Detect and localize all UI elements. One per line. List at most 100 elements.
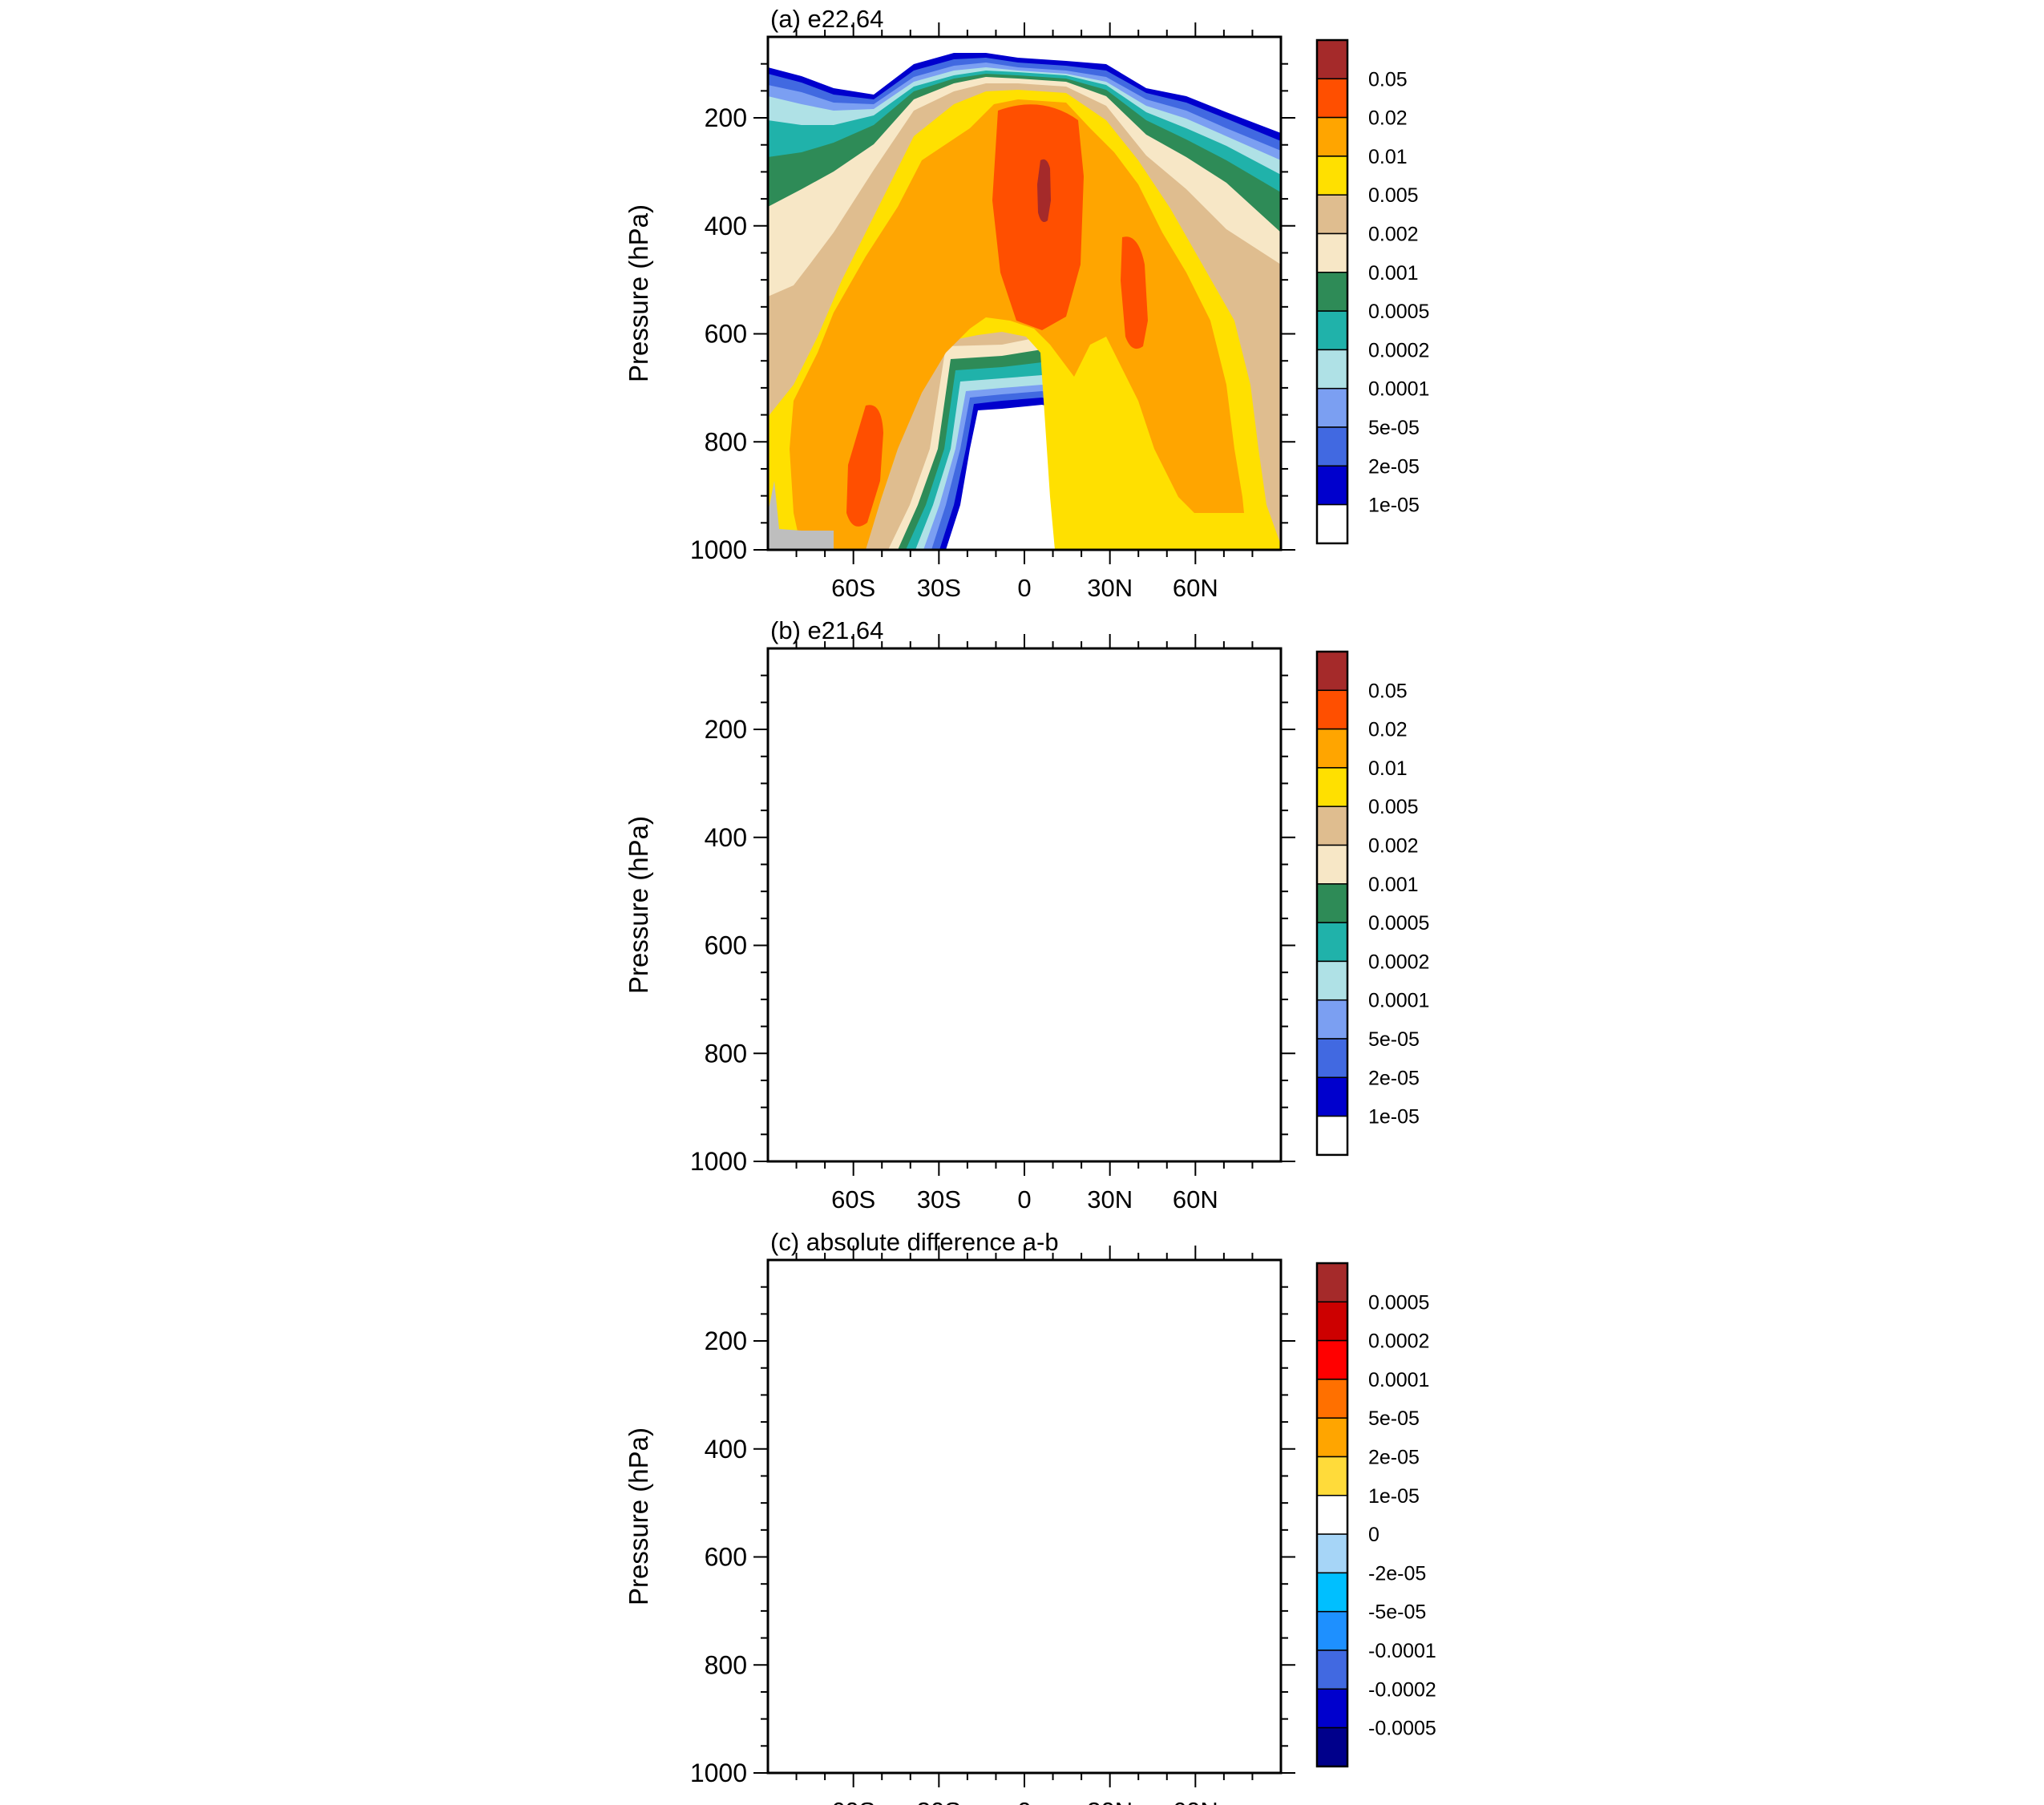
x-tick-label: 60S (831, 574, 875, 602)
contour-level-0.01 (790, 99, 1244, 550)
diff-north-pole-darkred (1210, 1756, 1281, 1773)
contour-level-pos0.0005 (1030, 1613, 1050, 1635)
colorbar-swatch (1316, 960, 1348, 1001)
x-tick-label: 30S (917, 574, 961, 602)
y-tick-label: 400 (705, 1435, 747, 1464)
panel-a-colorbar: 0.05 0.02 0.01 0.005 0.002 0.001 0.0005 0.0002 0… (1315, 38, 1429, 545)
contour-level-0.0005 (768, 685, 1281, 1161)
panel-b-title: (b) e21.64 (770, 616, 883, 644)
colorbar-label: 0.0001 (1368, 378, 1429, 401)
contour-level-neg5e-05 (786, 1281, 1281, 1752)
x-tick-label: 0 (1017, 1185, 1031, 1213)
colorbar-label: 0.02 (1368, 719, 1408, 741)
colorbar-label: 1e-05 (1368, 1485, 1420, 1508)
colorbar-swatch (1316, 844, 1348, 885)
y-tick-label: 600 (705, 931, 747, 960)
colorbar-label: 0.01 (1368, 757, 1408, 780)
panel-b-contours (768, 648, 1281, 1161)
colorbar-label: 0.01 (1368, 146, 1408, 168)
contour-level-neg0.0002 (794, 1295, 1281, 1720)
colorbar-label: 2e-05 (1368, 455, 1420, 478)
colorbar-label: 0.005 (1368, 184, 1419, 207)
panel-c-title: (c) absolute difference a-b (770, 1228, 1059, 1256)
colorbar-label: 0 (1368, 1524, 1379, 1546)
colorbar-label: 0.0005 (1368, 912, 1429, 935)
panel-a-axes: 200 400 600 800 1000 60S 30S 0 30N 60N (690, 22, 1295, 602)
colorbar-label: 0.0002 (1368, 339, 1429, 361)
colorbar-swatch (1316, 1726, 1348, 1767)
x-tick-label: 0 (1017, 574, 1031, 602)
contour-level-pos5e-05 (951, 1327, 1089, 1661)
colorbar-swatch (1316, 465, 1348, 506)
contour-level-0.05 (1037, 159, 1051, 223)
colorbar-label: -0.0005 (1368, 1718, 1436, 1740)
colorbar-swatch (1316, 1610, 1348, 1651)
colorbar-label: -0.0001 (1368, 1640, 1436, 1662)
colorbar-swatch (1316, 1495, 1348, 1535)
x-tick-label: 0 (1017, 1797, 1031, 1805)
contour-level-neg2e-05 (782, 1276, 1281, 1773)
y-tick-label: 200 (705, 1326, 747, 1355)
panel-c-frame (766, 1258, 1283, 1775)
panel-a-contours (768, 37, 1281, 550)
colorbar-label: 0.05 (1368, 680, 1408, 702)
panel-c-background (768, 1260, 1281, 1773)
x-tick-label: 60S (831, 1797, 875, 1805)
colorbar-label: 0.0002 (1368, 1331, 1429, 1353)
contour-level-pos0.0001 (955, 1367, 1086, 1653)
colorbar-label: 5e-05 (1368, 417, 1420, 439)
colorbar-swatch (1316, 922, 1348, 963)
contour-level-0.02-nh (1121, 236, 1148, 349)
contour-level-0.001 (768, 688, 1281, 1161)
colorbar-swatch (1316, 1301, 1348, 1342)
colorbar-label: 0.001 (1368, 874, 1419, 896)
colorbar-swatch (1316, 651, 1348, 692)
missing-data-region (768, 1092, 834, 1161)
colorbar-frame (1315, 38, 1349, 545)
contour-level-0.05 (1037, 771, 1051, 834)
x-tick-label: 60N (1173, 1797, 1218, 1805)
y-tick-label: 800 (705, 427, 747, 456)
contour-level-0.02-nh (1121, 848, 1148, 960)
colorbar-swatch (1316, 232, 1348, 273)
colorbar-swatch (1316, 1262, 1348, 1303)
x-tick-label: 30N (1087, 1185, 1133, 1213)
colorbar-swatch (1316, 349, 1348, 390)
contour-level-0.005 (768, 701, 1281, 1161)
y-tick-label: 1000 (690, 1147, 747, 1176)
panel-a-ylabel: Pressure (hPa) (624, 204, 653, 382)
colorbar-label: 0.001 (1368, 262, 1419, 285)
colorbar-label: 5e-05 (1368, 1407, 1420, 1430)
colorbar-swatch (1316, 272, 1348, 312)
x-tick-label: 60S (831, 1185, 875, 1213)
colorbar-swatch (1316, 806, 1348, 846)
panel-b-frame (766, 647, 1283, 1163)
colorbar-label: 0.0002 (1368, 951, 1429, 973)
contour-level-neg0.0005 (810, 1302, 1266, 1712)
contour-level-0.02-sh (846, 1016, 883, 1138)
panel-b-background (768, 648, 1281, 1161)
x-tick-label: 30S (917, 1185, 961, 1213)
colorbar-swatch (1316, 1650, 1348, 1690)
panel-c-colorbar: 0.0005 0.0002 0.0001 5e-05 2e-05 1e-05 0 -2e-05… (1315, 1262, 1436, 1768)
y-tick-label: 800 (705, 1039, 747, 1068)
y-tick-label: 400 (705, 212, 747, 240)
y-tick-label: 600 (705, 1543, 747, 1572)
colorbar-swatch (1316, 116, 1348, 157)
diff-south-pole-positive (768, 1672, 850, 1773)
contour-level-pos2e-05 (946, 1303, 1090, 1669)
y-tick-label: 1000 (690, 1759, 747, 1787)
colorbar-frame (1315, 650, 1349, 1157)
missing-data-region (768, 481, 834, 550)
colorbar-swatch (1316, 999, 1348, 1040)
colorbar-label: 2e-05 (1368, 1447, 1420, 1469)
diff-south-positive-2 (866, 1736, 930, 1773)
colorbar-label: -0.0002 (1368, 1678, 1436, 1701)
colorbar-swatch (1316, 194, 1348, 235)
contour-level-0.0002 (768, 682, 1281, 1161)
colorbar-label: 0.0005 (1368, 1291, 1429, 1314)
colorbar-swatch (1316, 1688, 1348, 1729)
colorbar-label: -5e-05 (1368, 1601, 1426, 1624)
y-tick-label: 400 (705, 823, 747, 852)
